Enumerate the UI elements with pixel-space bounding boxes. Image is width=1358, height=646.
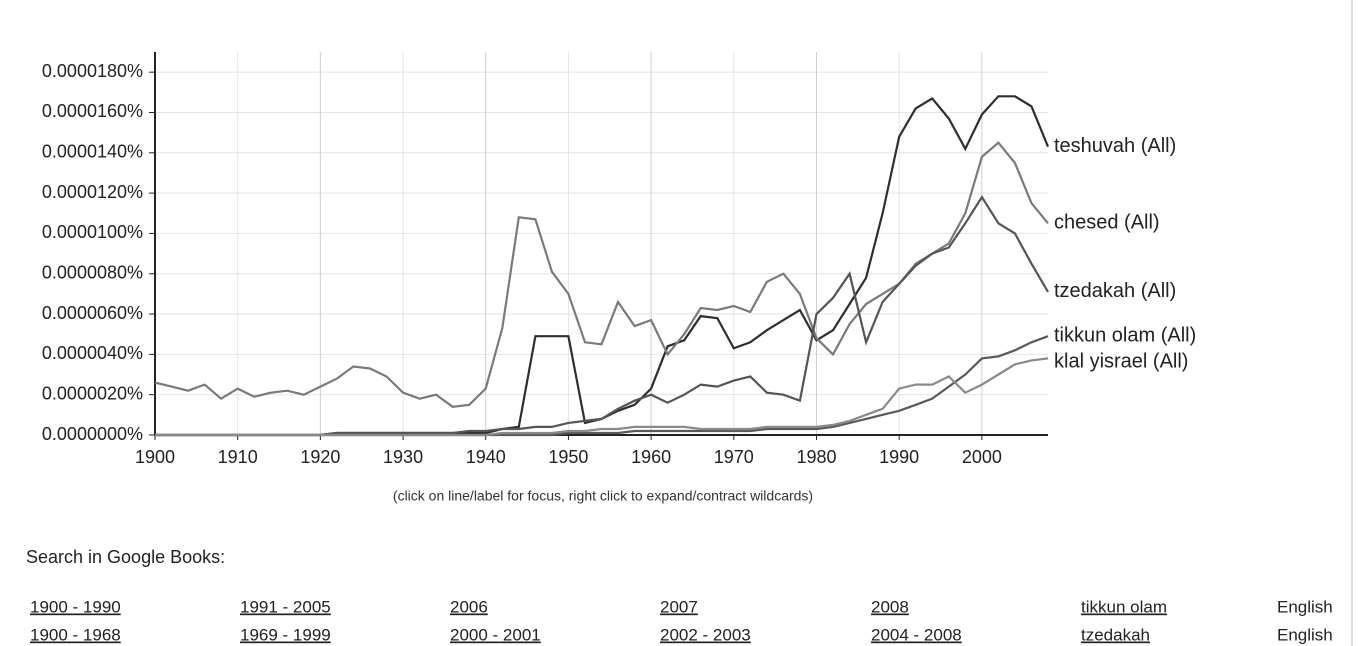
y-tick-label: 0.0000080% xyxy=(42,262,143,282)
y-tick-label: 0.0000040% xyxy=(42,343,143,363)
y-tick-label: 0.0000120% xyxy=(42,182,143,202)
x-tick-label: 1980 xyxy=(796,447,836,467)
book-link[interactable]: tzedakah xyxy=(1081,625,1150,644)
y-tick-label: 0.0000060% xyxy=(42,303,143,323)
x-tick-label: 1950 xyxy=(548,447,588,467)
book-link[interactable]: 2007 xyxy=(660,597,698,616)
x-tick-label: 1960 xyxy=(631,447,671,467)
book-link[interactable]: 1900 - 1990 xyxy=(30,597,121,616)
series-label[interactable]: teshuvah (All) xyxy=(1054,135,1176,157)
book-link[interactable]: tikkun olam xyxy=(1081,597,1167,616)
language: English xyxy=(1277,597,1333,616)
x-tick-label: 1930 xyxy=(383,447,423,467)
series-line[interactable] xyxy=(155,357,1049,437)
series-label[interactable]: chesed (All) xyxy=(1054,212,1160,234)
x-tick-label: 1940 xyxy=(466,447,506,467)
series-label[interactable]: klal yisrael (All) xyxy=(1054,351,1188,373)
search-title: Search in Google Books: xyxy=(26,547,225,567)
x-tick-label: 1910 xyxy=(218,447,258,467)
series-label[interactable]: tzedakah (All) xyxy=(1054,280,1176,302)
book-link[interactable]: 2006 xyxy=(450,597,488,616)
series-line[interactable] xyxy=(154,141,1049,408)
book-link[interactable]: 2008 xyxy=(871,597,909,616)
y-tick-label: 0.0000100% xyxy=(42,222,143,242)
y-tick-label: 0.0000000% xyxy=(42,424,143,444)
x-tick-label: 2000 xyxy=(962,447,1002,467)
x-tick-label: 1970 xyxy=(714,447,754,467)
book-link[interactable]: 2000 - 2001 xyxy=(450,625,541,644)
y-tick-label: 0.0000140% xyxy=(42,142,143,162)
language: English xyxy=(1277,625,1333,644)
x-tick-label: 1990 xyxy=(879,447,919,467)
book-link[interactable]: 1969 - 1999 xyxy=(240,625,331,644)
caption: (click on line/label for focus, right cl… xyxy=(393,488,813,504)
series-label[interactable]: tikkun olam (All) xyxy=(1054,325,1196,347)
book-link[interactable]: 1900 - 1968 xyxy=(30,625,121,644)
book-link[interactable]: 2004 - 2008 xyxy=(871,625,962,644)
x-tick-label: 1920 xyxy=(300,447,340,467)
book-link[interactable]: 1991 - 2005 xyxy=(240,597,331,616)
x-tick-label: 1900 xyxy=(135,447,175,467)
y-tick-label: 0.0000180% xyxy=(42,61,143,81)
y-tick-label: 0.0000020% xyxy=(42,383,143,403)
y-tick-label: 0.0000160% xyxy=(42,101,143,121)
series-line[interactable] xyxy=(155,195,1049,437)
book-link[interactable]: 2002 - 2003 xyxy=(660,625,751,644)
